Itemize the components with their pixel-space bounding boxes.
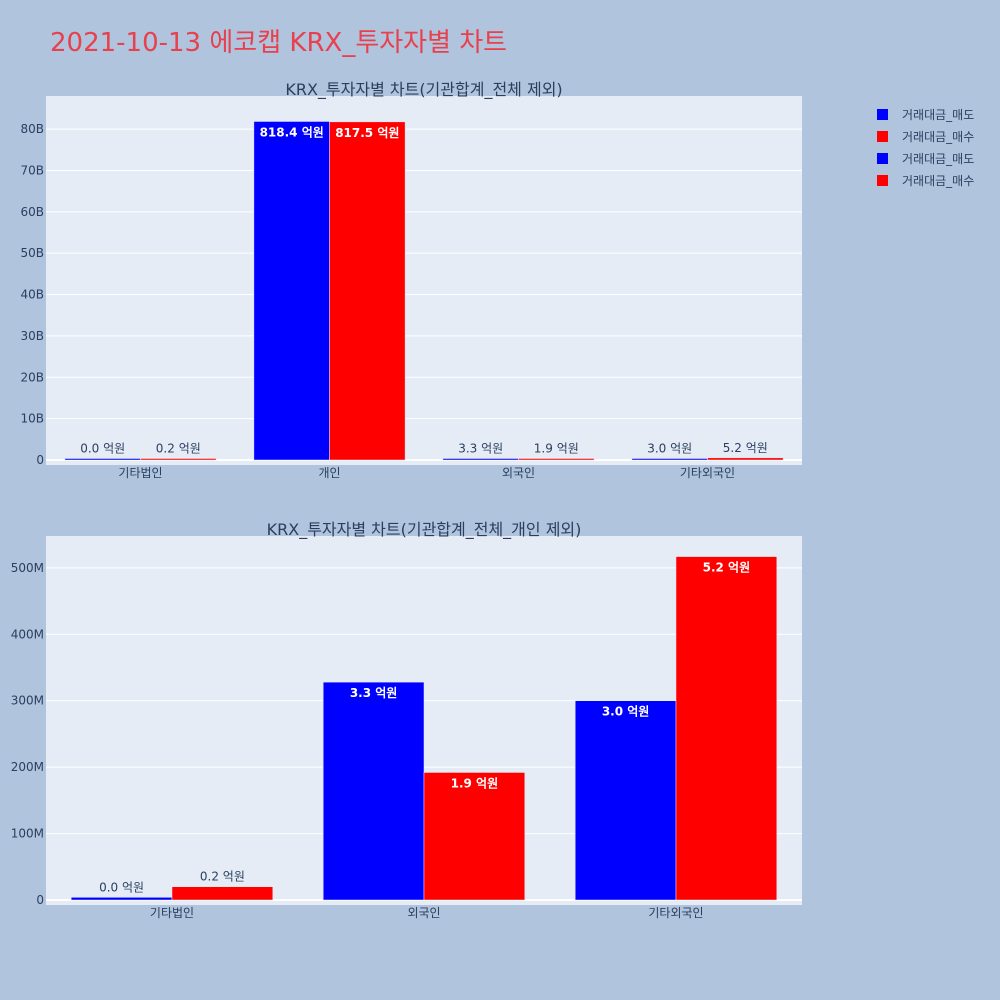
page-title: 2021-10-13 에코캡 KRX_투자자별 차트	[50, 28, 508, 58]
x-tick-label: 기타외국인	[648, 906, 703, 920]
legend-swatch	[877, 153, 888, 164]
y-tick-label: 200M	[11, 760, 44, 774]
bar-sell	[70, 897, 173, 901]
y-tick-label: 400M	[11, 627, 44, 641]
x-tick-label: 외국인	[407, 906, 440, 920]
y-tick-label: 100M	[11, 827, 44, 841]
bar-buy	[329, 121, 406, 461]
data-label: 817.5 억원	[335, 126, 399, 140]
x-tick-label: 기타외국인	[680, 466, 735, 480]
bar-buy	[707, 457, 784, 461]
legend-label: 거래대금_매수	[902, 130, 974, 144]
bar-sell	[442, 458, 519, 461]
legend-label: 거래대금_매도	[902, 152, 974, 166]
data-label: 1.9 억원	[534, 442, 579, 456]
data-label: 818.4 억원	[260, 125, 324, 139]
legend-label: 거래대금_매도	[902, 108, 974, 122]
y-tick-label: 500M	[11, 561, 44, 575]
bar-buy	[518, 458, 595, 461]
y-tick-label: 60B	[20, 205, 44, 219]
y-tick-label: 0	[36, 893, 44, 907]
y-tick-label: 40B	[20, 288, 44, 302]
y-tick-label: 300M	[11, 694, 44, 708]
legend-label: 거래대금_매수	[902, 174, 974, 188]
x-tick-label: 개인	[318, 466, 340, 480]
legend-swatch	[877, 131, 888, 142]
data-label: 0.2 억원	[156, 442, 201, 456]
y-tick-label: 70B	[20, 163, 44, 177]
chart-title: KRX_투자자별 차트(기관합계_전체 제외)	[285, 80, 562, 100]
data-label: 3.3 억원	[350, 686, 398, 700]
bar-sell	[631, 458, 708, 461]
y-tick-label: 80B	[20, 122, 44, 136]
bar-buy	[140, 458, 217, 461]
legend-swatch	[877, 175, 888, 186]
y-tick-label: 50B	[20, 246, 44, 260]
x-tick-label: 기타법인	[118, 466, 162, 480]
plot-area-1	[46, 96, 802, 465]
data-label: 0.0 억원	[80, 442, 125, 456]
y-tick-label: 10B	[20, 412, 44, 426]
bar-buy	[675, 556, 778, 901]
legend-swatch	[877, 109, 888, 120]
x-tick-label: 기타법인	[150, 906, 194, 920]
data-label: 1.9 억원	[451, 776, 499, 790]
data-label: 3.3 억원	[458, 442, 503, 456]
data-label: 5.2 억원	[723, 441, 768, 455]
bar-sell	[64, 458, 141, 461]
data-label: 3.0 억원	[647, 442, 692, 456]
data-label: 0.0 억원	[99, 880, 144, 894]
y-tick-label: 0	[36, 453, 44, 467]
bar-sell	[322, 681, 425, 901]
data-label: 0.2 억원	[200, 870, 245, 884]
y-tick-label: 30B	[20, 329, 44, 343]
bar-sell	[253, 121, 330, 461]
y-tick-label: 20B	[20, 370, 44, 384]
bar-buy	[171, 886, 274, 901]
data-label: 5.2 억원	[703, 561, 751, 575]
bar-buy	[423, 772, 526, 901]
x-tick-label: 외국인	[502, 466, 535, 480]
chart-title: KRX_투자자별 차트(기관합계_전체_개인 제외)	[267, 520, 582, 540]
bar-sell	[574, 700, 677, 901]
data-label: 3.0 억원	[602, 705, 650, 719]
